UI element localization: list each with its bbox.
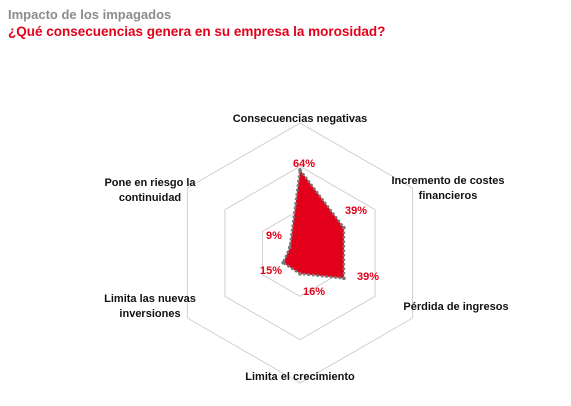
category-label-5: Pone en riesgo la continuidad: [104, 177, 196, 204]
category-label-0: Consecuencias negativas: [233, 113, 368, 125]
value-label-4: 15%: [260, 265, 282, 277]
radar-data: [281, 168, 346, 281]
category-label-1: Incremento de costes financieros: [391, 175, 504, 202]
category-label-4: Limita las nuevas inversiones: [104, 293, 196, 320]
data-point-5: [288, 245, 292, 249]
value-label-2: 39%: [357, 271, 379, 283]
value-label-5: 9%: [266, 230, 282, 242]
data-point-4: [281, 260, 285, 265]
chart-subtitle: Impacto de los impagados: [8, 7, 172, 22]
data-point-2: [342, 276, 346, 281]
data-point-0: [298, 168, 302, 172]
value-label-1: 39%: [345, 205, 367, 217]
category-label-2: Pérdida de ingresos: [403, 301, 508, 313]
grid-ring-2: [224, 165, 376, 341]
category-label-3: Limita el crecimiento: [245, 371, 355, 383]
data-point-3: [298, 272, 302, 276]
value-label-0: 64%: [293, 158, 315, 170]
chart-header: Impacto de los impagados ¿Qué consecuenc…: [8, 6, 563, 41]
radar-category-labels: Consecuencias negativas Incremento de cos…: [104, 113, 508, 383]
data-point-1: [342, 225, 346, 230]
chart-title: ¿Qué consecuencias genera en su empresa …: [8, 24, 386, 39]
value-label-3: 16%: [303, 286, 325, 298]
grid-ring-3: [186, 122, 414, 384]
radar-value-labels: 64% 39% 39% 16% 15% 9%: [260, 158, 379, 298]
